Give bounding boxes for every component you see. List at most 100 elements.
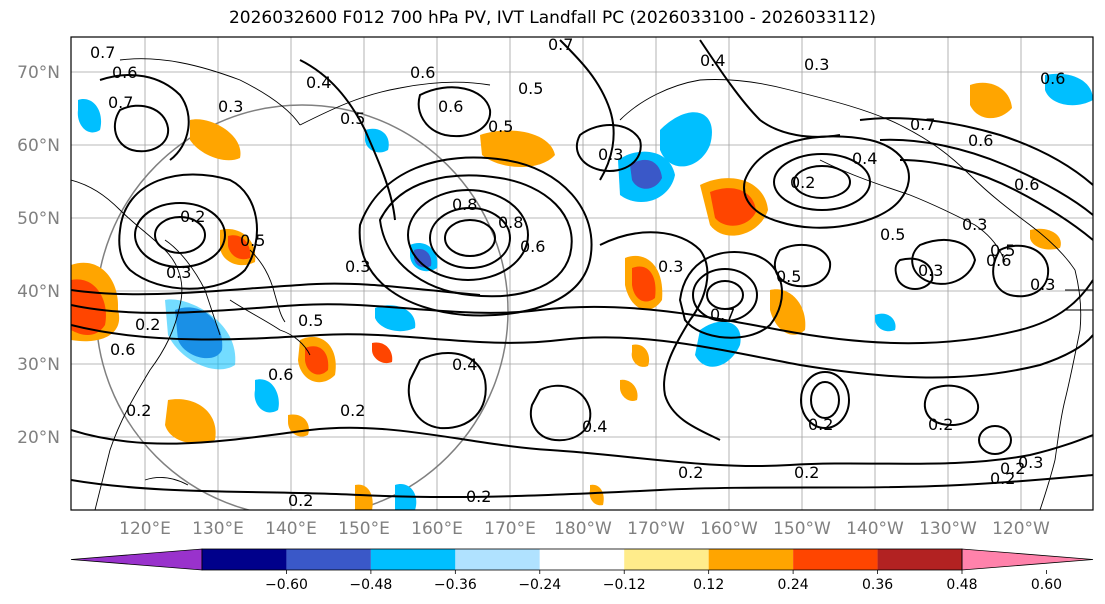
lon-tick-label: 120°E <box>119 519 171 539</box>
contour-label: 0.2 <box>180 207 205 226</box>
colorbar-frame <box>201 548 963 571</box>
anomaly-blob <box>414 249 432 268</box>
colorbar-segment <box>455 549 540 570</box>
colorbar-extend-min <box>70 548 203 571</box>
anomaly-blob <box>632 266 656 302</box>
colorbar: −0.60 −0.48 −0.36 −0.24 −0.12 0.12 0.24 0.36 0.4… <box>70 548 1094 593</box>
contour-label: 0.2 <box>990 469 1015 488</box>
lon-tick-label: 160°E <box>411 519 463 539</box>
colorbar-tick-label: 0.60 <box>1031 577 1062 593</box>
colorbar-tick-label: −0.48 <box>349 577 392 593</box>
anomaly-blob <box>254 379 279 413</box>
contour-label: 0.6 <box>410 63 435 82</box>
contour-label: 0.4 <box>700 51 725 70</box>
contour-label: 0.6 <box>110 340 135 359</box>
lon-tick-label: 150°W <box>773 519 831 539</box>
lat-tick-label: 40°N <box>17 282 60 302</box>
contour-label: 0.5 <box>488 117 513 136</box>
contour-label: 0.8 <box>452 195 477 214</box>
contour-label: 0.5 <box>518 79 543 98</box>
contour-label: 0.5 <box>776 267 801 286</box>
contour-label: 0.2 <box>340 401 365 420</box>
colorbar-tick-label: −0.12 <box>603 577 646 593</box>
lon-tick-label: 140°W <box>846 519 904 539</box>
contour-label: 0.2 <box>808 415 833 434</box>
colorbar-segment <box>286 549 371 570</box>
anomaly-blob <box>480 130 555 168</box>
lon-tick-label: 150°E <box>338 519 390 539</box>
anomaly-blob <box>1045 73 1093 106</box>
map-area: 0.7 0.6 0.4 0.3 0.5 0.6 0.5 0.7 0.6 0.4 … <box>71 37 1093 510</box>
lon-tick-label: 130°W <box>919 519 977 539</box>
contour-label: 0.6 <box>520 237 545 256</box>
colorbar-tick-label: −0.24 <box>518 577 561 593</box>
contour-label: 0.2 <box>678 463 703 482</box>
anomaly-blob <box>875 313 896 332</box>
colorbar-extend-max <box>961 548 1094 571</box>
contour-label: 0.3 <box>598 145 623 164</box>
colorbar-segment <box>202 549 287 570</box>
contour-label: 0.4 <box>452 355 477 374</box>
anomaly-blob <box>631 344 650 367</box>
anomaly-blob <box>372 342 393 364</box>
colorbar-segment <box>708 549 794 570</box>
contour-label: 0.5 <box>298 311 323 330</box>
anomaly-blob <box>770 289 806 335</box>
anomaly-blob <box>228 235 251 260</box>
lat-tick-label: 30°N <box>17 355 60 375</box>
contour-label: 0.2 <box>466 487 491 506</box>
colorbar-segment <box>624 549 709 570</box>
contour-label: 0.4 <box>852 149 877 168</box>
contour-label: 0.3 <box>345 257 370 276</box>
lon-tick-label: 180°W <box>554 519 612 539</box>
contour-label: 0.3 <box>658 257 683 276</box>
lat-tick-label: 60°N <box>17 136 60 156</box>
colorbar-segment <box>877 549 962 570</box>
contour-label: 0.3 <box>166 263 191 282</box>
lon-tick-label: 140°E <box>265 519 317 539</box>
contour-label: 0.6 <box>438 97 463 116</box>
anomaly-blob <box>305 346 329 375</box>
lon-tick-label: 170°E <box>484 519 536 539</box>
contour-label: 0.2 <box>288 491 313 510</box>
lon-tick-label: 160°W <box>700 519 758 539</box>
contour-label: 0.6 <box>268 365 293 384</box>
colorbar-tick-label: −0.60 <box>265 577 308 593</box>
colorbar-tick-label: 0.12 <box>693 577 724 593</box>
contour-label: 0.5 <box>990 241 1015 260</box>
contour-label: 0.3 <box>804 55 829 74</box>
anomaly-blob <box>620 379 638 401</box>
lon-axis: 120°E 130°E 140°E 150°E 160°E 170°E 180°… <box>119 519 1050 539</box>
contour-label: 0.3 <box>1030 275 1055 294</box>
contour-label: 0.6 <box>968 131 993 150</box>
contour-label: 0.2 <box>126 401 151 420</box>
contour-label: 0.7 <box>108 93 133 112</box>
contour-label: 0.5 <box>340 109 365 128</box>
contour-label: 0.3 <box>962 215 987 234</box>
anomaly-blob <box>970 82 1012 119</box>
anomaly-blob <box>190 119 241 161</box>
contour-label: 0.7 <box>90 43 115 62</box>
lon-tick-label: 170°W <box>627 519 685 539</box>
anomaly-blob <box>589 484 604 506</box>
colorbar-tick-label: 0.36 <box>862 577 893 593</box>
contour-label: 0.6 <box>1040 69 1065 88</box>
colorbar-tick-label: 0.24 <box>778 577 809 593</box>
contour-label: 0.2 <box>790 173 815 192</box>
anomaly-blob <box>710 188 756 226</box>
contour-label: 0.2 <box>135 315 160 334</box>
colorbar-tick-label: 0.48 <box>946 577 977 593</box>
anomaly-blob <box>355 484 373 510</box>
contour-label: 0.6 <box>1014 175 1039 194</box>
shaded-anomalies <box>71 73 1093 510</box>
anomaly-blob <box>630 159 662 189</box>
coastlines <box>71 58 1093 510</box>
anomaly-blob <box>165 299 236 370</box>
contour-label: 0.7 <box>710 305 735 324</box>
contour-label: 0.3 <box>1018 453 1043 472</box>
contour-label: 0.3 <box>918 261 943 280</box>
lat-tick-label: 20°N <box>17 428 60 448</box>
contour-label: 0.4 <box>582 417 607 436</box>
contour-label: 0.5 <box>240 231 265 250</box>
